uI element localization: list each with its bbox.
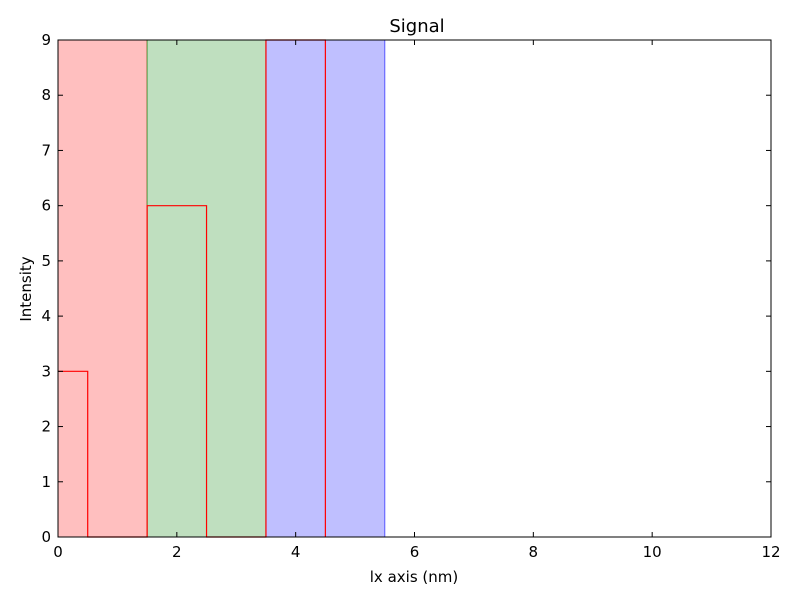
y-tick-label-7: 7 — [41, 141, 51, 159]
chart-title: Signal — [389, 16, 444, 37]
x-tick-label-4: 8 — [529, 543, 539, 561]
x-tick-label-3: 6 — [410, 543, 420, 561]
x-tick-label-1: 2 — [172, 543, 182, 561]
y-tick-label-2: 2 — [41, 418, 51, 436]
y-tick-label-3: 3 — [41, 362, 51, 380]
x-tick-label-2: 4 — [291, 543, 301, 561]
y-tick-label-5: 5 — [41, 252, 51, 270]
y-tick-label-1: 1 — [41, 473, 51, 491]
y-tick-label-6: 6 — [41, 197, 51, 215]
y-axis-label: Intensity — [17, 256, 35, 321]
x-tick-label-5: 10 — [643, 543, 662, 561]
x-axis-label: lx axis (nm) — [370, 568, 458, 586]
y-tick-label-0: 0 — [41, 528, 51, 546]
span-0 — [58, 40, 148, 537]
x-tick-label-6: 12 — [761, 543, 780, 561]
y-tick-label-9: 9 — [41, 31, 51, 49]
x-tick-label-0: 0 — [53, 543, 63, 561]
y-tick-label-8: 8 — [41, 86, 51, 104]
y-tick-label-4: 4 — [41, 307, 51, 325]
